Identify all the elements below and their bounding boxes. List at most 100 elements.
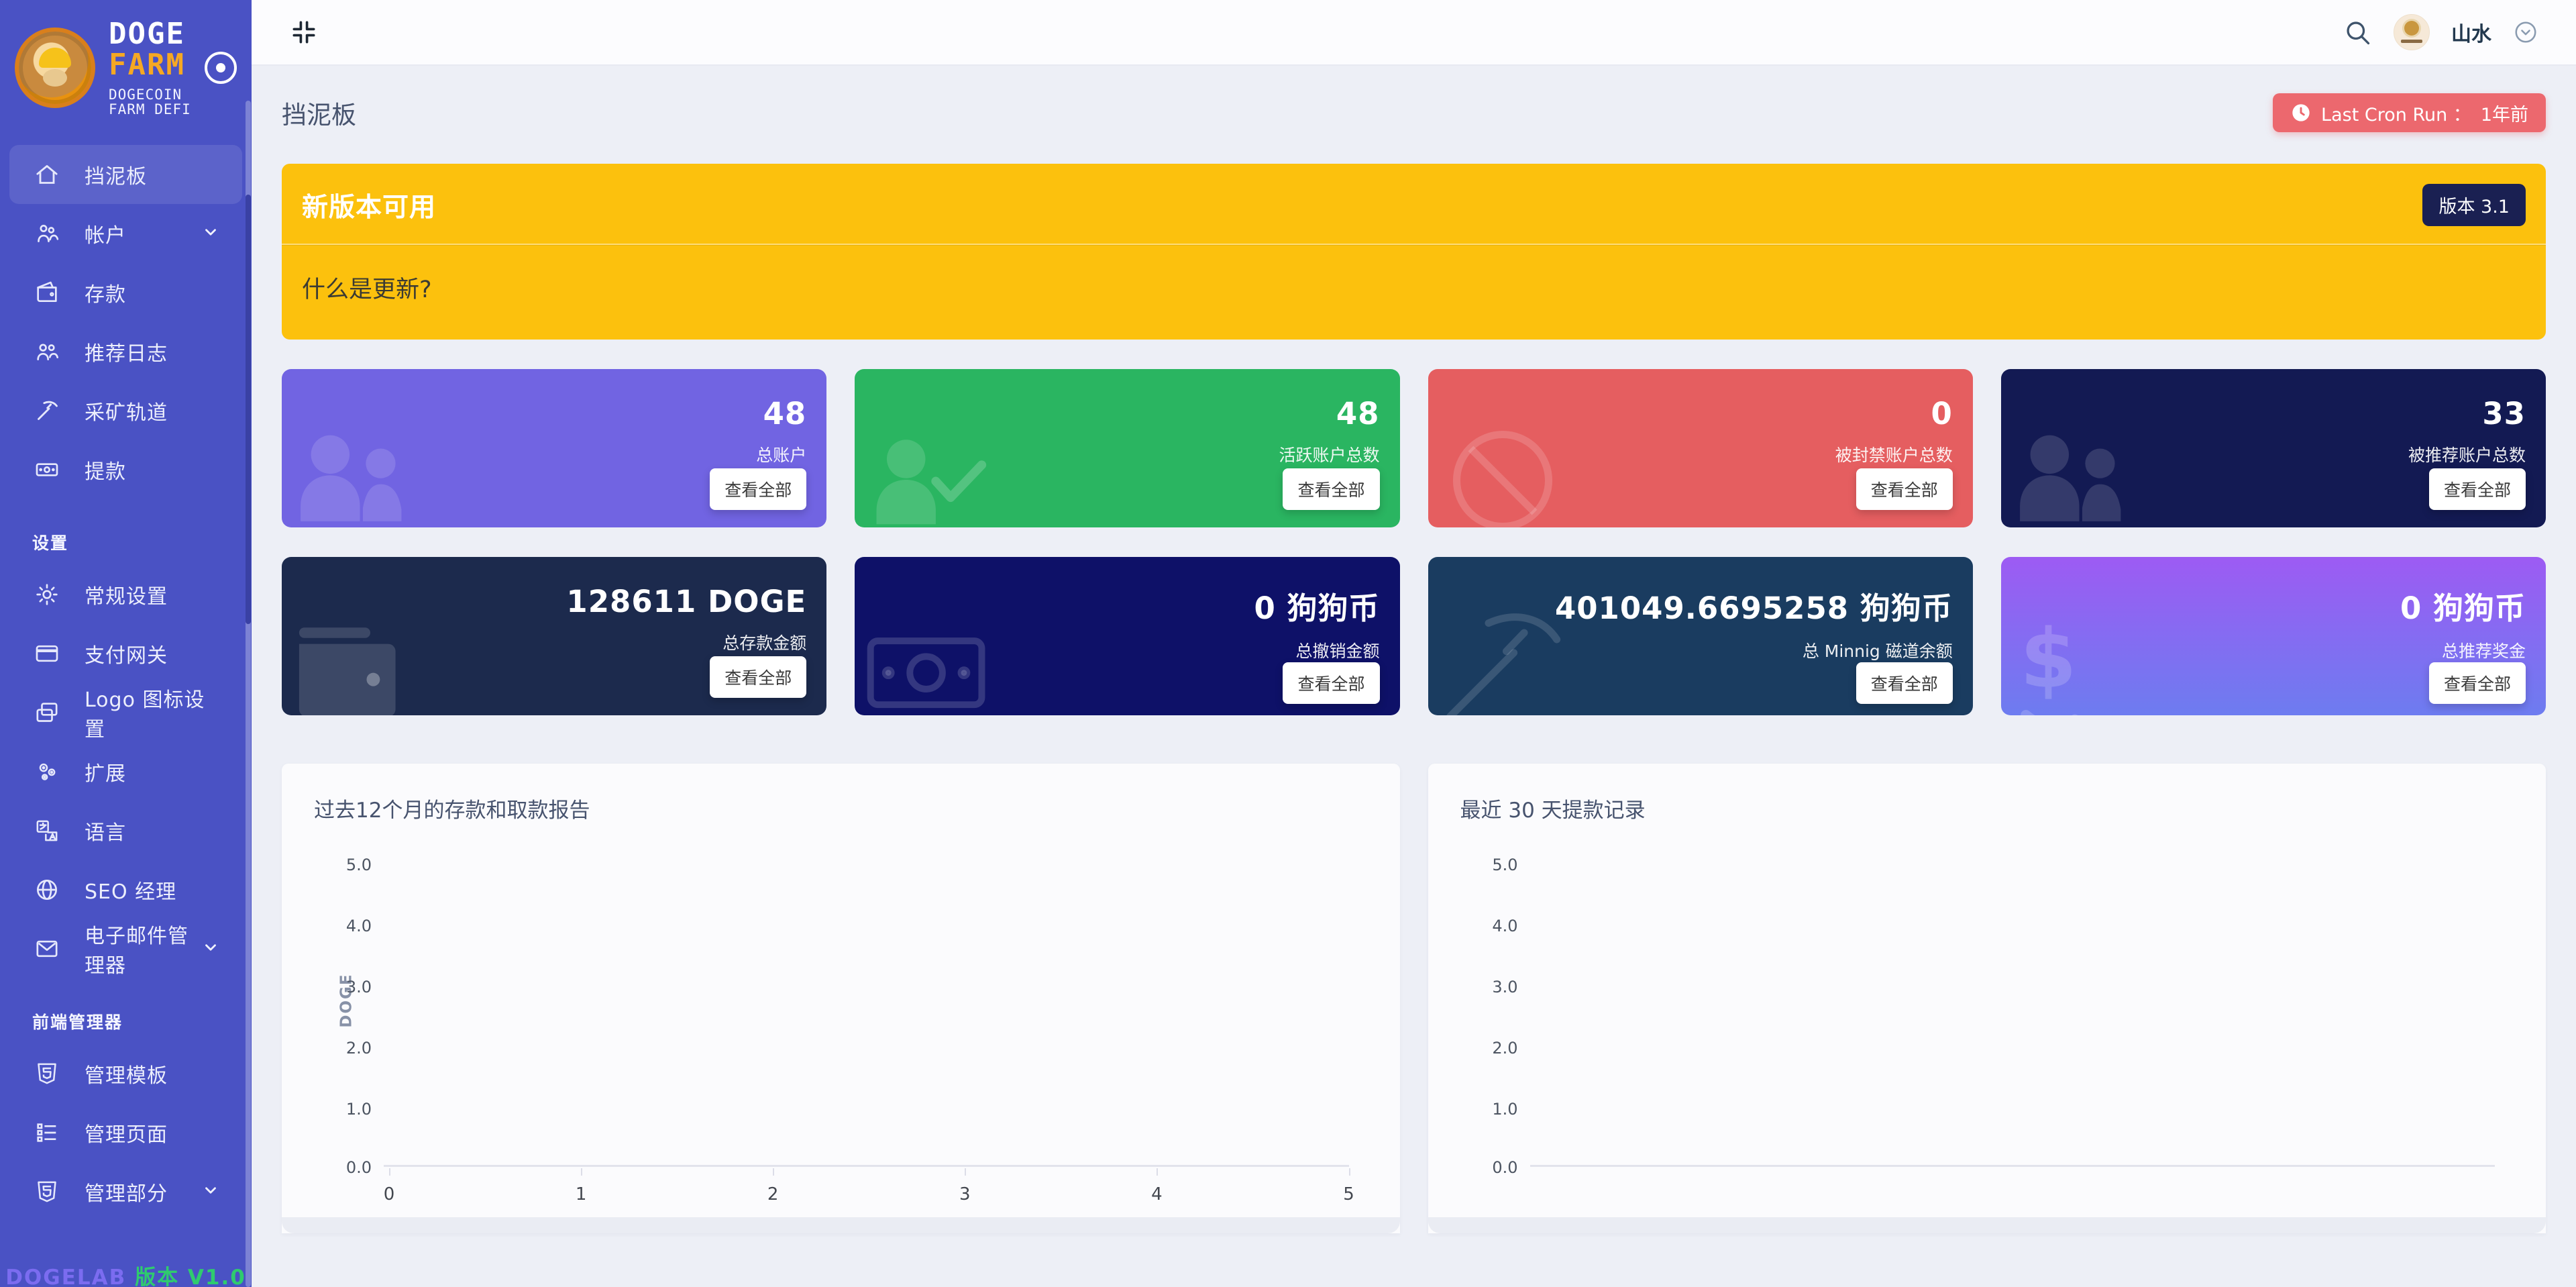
y-tick: 3.0 (345, 978, 372, 996)
stat-value: 0 (1931, 396, 1953, 431)
stat-value: 48 (763, 396, 807, 431)
chevron-down-icon (202, 223, 219, 244)
user-menu-chevron-icon[interactable] (2513, 19, 2538, 45)
pickaxe-icon (1432, 597, 1573, 715)
home-icon (32, 160, 62, 189)
view-all-button[interactable]: 查看全部 (1856, 662, 1953, 704)
stat-value: 0 狗狗币 (1254, 590, 1380, 626)
stat-label: 被推荐账户总数 (2408, 446, 2526, 465)
y-tick: 4.0 (345, 917, 372, 935)
x-axis (384, 1165, 1349, 1167)
banner-title: 新版本可用 (302, 192, 437, 223)
page-header: 挡泥板 Last Cron Run ： 1年前 (282, 87, 2546, 138)
view-all-button[interactable]: 查看全部 (1283, 468, 1380, 510)
chart-title: 过去12个月的存款和取款报告 (314, 799, 590, 823)
withdrawal-history-chart-panel: 最近 30 天提款记录 5.0 4.0 3.0 2.0 1.0 0.0 (1428, 764, 2546, 1233)
whats-update-link[interactable]: 什么是更新? (302, 276, 432, 303)
images-icon (32, 698, 62, 727)
sidebar-item-accounts[interactable]: 帐户 (9, 204, 242, 263)
sidebar-item-dashboard[interactable]: 挡泥板 (9, 145, 242, 205)
x-tick: 1 (575, 1184, 587, 1204)
credit-card-icon (32, 639, 62, 668)
stat-card-banned-accounts: 0 被封禁账户总数 查看全部 (1428, 369, 1973, 527)
version-badge: 版本 3.1 (2422, 184, 2526, 226)
x-tick: 2 (767, 1184, 779, 1204)
view-all-button[interactable]: 查看全部 (2428, 662, 2526, 704)
sidebar-item-language[interactable]: 语言 (9, 801, 242, 860)
deposits-withdrawals-chart-panel: 过去12个月的存款和取款报告 DOGE 5.0 4.0 3.0 2.0 1.0 … (282, 764, 1400, 1233)
doge-farm-logo (15, 28, 95, 109)
stat-card-mining-balance: 401049.6695258 狗狗币 总 Minnig 磁道余额 查看全部 (1428, 557, 1973, 715)
stat-label: 总撤销金额 (1295, 641, 1380, 661)
page-content: 挡泥板 Last Cron Run ： 1年前 新版本可用 版本 3.1 什么是… (252, 66, 2576, 1287)
sidebar-item-deposits[interactable]: 存款 (9, 263, 242, 322)
search-icon[interactable] (2343, 17, 2372, 47)
main-column: 山水 挡泥板 Last Cron Run ： 1年前 新版本可用 版本 3.1 (252, 0, 2576, 1287)
chevron-down-icon (202, 1182, 219, 1202)
banner-divider (282, 244, 2546, 245)
sidebar-item-manage-sections[interactable]: 管理部分 (9, 1162, 242, 1221)
sidebar-item-manage-pages[interactable]: 管理页面 (9, 1103, 242, 1162)
sidebar-scrollbar-thumb[interactable] (246, 195, 251, 624)
stat-card-referral-bonus: 0 狗狗币 总推荐奖金 查看全部 (2000, 557, 2546, 715)
sidebar-item-mining-tracks[interactable]: 采矿轨道 (9, 381, 242, 440)
stat-value: 0 狗狗币 (2400, 590, 2526, 626)
sidebar-item-extensions[interactable]: 扩展 (9, 742, 242, 801)
sidebar-item-email-manager[interactable]: 电子邮件管理器 (9, 919, 242, 978)
sidebar-item-withdrawals[interactable]: 提款 (9, 440, 242, 499)
y-tick: 1.0 (1492, 1100, 1518, 1119)
sidebar-item-manage-templates[interactable]: 管理模板 (9, 1044, 242, 1103)
charts-row: 过去12个月的存款和取款报告 DOGE 5.0 4.0 3.0 2.0 1.0 … (282, 764, 2546, 1233)
y-tick: 3.0 (1492, 978, 1518, 996)
brand-title: DOGE FARM (109, 17, 185, 83)
view-all-button[interactable]: 查看全部 (1283, 662, 1380, 704)
brand: DOGE FARM DOGECOIN FARM DEFI (0, 0, 252, 133)
stat-cards-row-1: 48 总账户 查看全部 48 活跃账户总数 查看全部 0 被封禁账户总数 查看全… (282, 369, 2546, 527)
panel-footer (282, 1217, 1400, 1233)
panel-footer (1428, 1217, 2546, 1233)
user-group-icon (32, 337, 62, 366)
user-avatar[interactable] (2394, 14, 2430, 50)
view-all-button[interactable]: 查看全部 (710, 656, 807, 698)
stat-card-total-deposits: 128611 DOGE 总存款金额 查看全部 (282, 557, 827, 715)
stat-label: 总存款金额 (722, 633, 807, 653)
sidebar-item-seo-manager[interactable]: SEO 经理 (9, 860, 242, 919)
stat-card-total-withdrawn: 0 狗狗币 总撤销金额 查看全部 (855, 557, 1400, 715)
wallet-icon (299, 627, 396, 715)
stat-label: 总推荐奖金 (2441, 641, 2526, 661)
stat-value: 401049.6695258 狗狗币 (1554, 590, 1953, 626)
sidebar-item-payment-gateway[interactable]: 支付网关 (9, 624, 242, 683)
sidebar-item-general-settings[interactable]: 常规设置 (9, 565, 242, 624)
last-cron-run-badge[interactable]: Last Cron Run ： 1年前 (2273, 93, 2546, 132)
wallet-icon (32, 278, 62, 307)
html5-icon (32, 1059, 62, 1088)
dollar-icon (2005, 597, 2146, 715)
y-tick: 0.0 (345, 1158, 372, 1177)
view-all-button[interactable]: 查看全部 (710, 468, 807, 510)
stat-label: 总 Minnig 磁道余额 (1802, 641, 1953, 661)
chart-title: 最近 30 天提款记录 (1460, 799, 1646, 823)
sidebar-item-logo-settings[interactable]: Logo 图标设置 (9, 683, 242, 742)
users-icon (301, 435, 402, 521)
sidebar-toggle-icon[interactable] (205, 52, 237, 85)
y-tick: 5.0 (1492, 856, 1518, 874)
view-all-button[interactable]: 查看全部 (2428, 468, 2526, 510)
y-tick: 2.0 (1492, 1039, 1518, 1058)
x-tick: 0 (383, 1184, 395, 1204)
sidebar-section-frontend-manager: 前端管理器 (32, 1013, 123, 1033)
banknote-icon (859, 597, 1000, 715)
sidebar-scrollbar-track[interactable] (246, 101, 251, 1287)
list-icon (32, 1118, 62, 1147)
view-all-button[interactable]: 查看全部 (1856, 468, 1953, 510)
sidebar-item-referral-logs[interactable]: 推荐日志 (9, 322, 242, 381)
banknote-icon (32, 455, 62, 484)
username[interactable]: 山水 (2451, 23, 2491, 46)
stat-label: 被封禁账户总数 (1835, 446, 1953, 465)
brand-subtitle: DOGECOIN FARM DEFI (109, 87, 191, 118)
stat-value: 48 (1336, 396, 1380, 431)
user-group-icon (2019, 435, 2121, 521)
page-title: 挡泥板 (282, 101, 356, 130)
withdrawal-history-chart: 5.0 4.0 3.0 2.0 1.0 0.0 (1492, 856, 2495, 1177)
compress-fullscreen-icon[interactable] (289, 17, 319, 47)
